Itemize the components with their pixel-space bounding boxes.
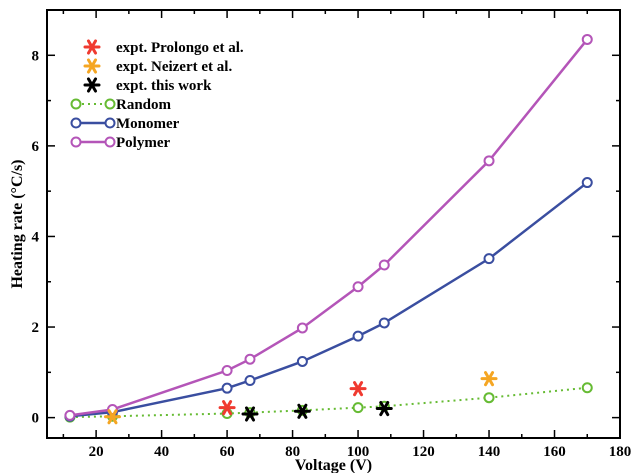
legend-label: expt. Prolongo et al. — [116, 40, 244, 56]
y-tick-label: 4 — [32, 229, 40, 245]
y-tick-label: 0 — [32, 411, 40, 427]
plot-frame — [46, 9, 621, 439]
y-tick-label: 2 — [32, 320, 40, 336]
legend-marker — [104, 98, 116, 110]
data-point — [296, 355, 308, 367]
legend-item: expt. Neizert et al. — [83, 58, 232, 75]
legend-item: Random — [70, 97, 172, 113]
data-point — [296, 322, 308, 334]
legend: expt. Prolongo et al. expt. Neizert et al… — [70, 39, 244, 151]
x-tick-label: 120 — [412, 444, 435, 460]
legend-marker — [70, 117, 82, 129]
legend-marker — [83, 58, 101, 74]
data-point — [352, 402, 364, 414]
legend-item: Polymer — [70, 135, 170, 151]
data-point — [483, 253, 495, 265]
data-point — [581, 33, 593, 45]
y-axis-label: Heating rate (°C/s) — [9, 159, 26, 288]
data-point — [349, 381, 367, 397]
x-tick-label: 180 — [609, 444, 632, 460]
data-point — [103, 409, 121, 425]
axes-layer: 20 40 60 80 100 120 140 160 180 0 2 4 6 8 — [32, 9, 632, 460]
legend-item: Monomer — [70, 116, 180, 132]
series-monomer — [64, 177, 593, 422]
data-point — [241, 406, 259, 422]
x-tick-label: 20 — [89, 444, 104, 460]
series-line — [69, 38, 589, 417]
series-expt-this-work — [241, 400, 393, 422]
x-tick-label: 60 — [220, 444, 235, 460]
legend-label: Monomer — [116, 116, 180, 132]
legend-label: Random — [116, 97, 172, 113]
data-point — [378, 317, 390, 329]
legend-marker — [104, 136, 116, 148]
data-point — [244, 353, 256, 365]
data-point — [221, 365, 233, 377]
x-axis-label: Voltage (V) — [295, 457, 372, 473]
y-tick-label: 8 — [32, 48, 40, 64]
data-point — [218, 400, 236, 416]
x-tick-label: 40 — [154, 444, 169, 460]
series-line — [69, 181, 589, 418]
legend-label: Polymer — [116, 135, 170, 151]
y-tick-label: 6 — [32, 139, 40, 155]
x-tick-label: 140 — [478, 444, 501, 460]
legend-label: expt. Neizert et al. — [116, 59, 232, 75]
legend-marker — [83, 77, 101, 93]
data-point — [64, 409, 76, 421]
data-point — [581, 177, 593, 189]
data-point — [581, 382, 593, 394]
legend-marker — [70, 136, 82, 148]
data-point — [483, 155, 495, 167]
legend-marker — [70, 98, 82, 110]
x-tick-label: 80 — [285, 444, 300, 460]
data-point — [221, 382, 233, 394]
data-point — [375, 400, 393, 417]
data-point — [352, 281, 364, 293]
series-expt-neizert-et-al — [103, 371, 498, 425]
data-point — [483, 392, 495, 404]
series-polymer — [64, 33, 593, 421]
legend-item: expt. this work — [83, 77, 212, 94]
data-point — [378, 259, 390, 271]
x-tick-label: 160 — [543, 444, 566, 460]
series-layer — [64, 33, 593, 425]
legend-marker — [83, 39, 101, 55]
data-point — [293, 403, 311, 419]
x-tick-label: 100 — [347, 444, 370, 460]
legend-item: expt. Prolongo et al. — [83, 39, 244, 56]
data-point — [480, 371, 498, 387]
series-expt-prolongo-et-al — [218, 381, 367, 416]
series-random — [64, 382, 593, 423]
series-line — [69, 386, 588, 419]
data-point — [244, 374, 256, 386]
legend-label: expt. this work — [116, 78, 212, 94]
legend-marker — [104, 117, 116, 129]
data-point — [352, 330, 364, 342]
